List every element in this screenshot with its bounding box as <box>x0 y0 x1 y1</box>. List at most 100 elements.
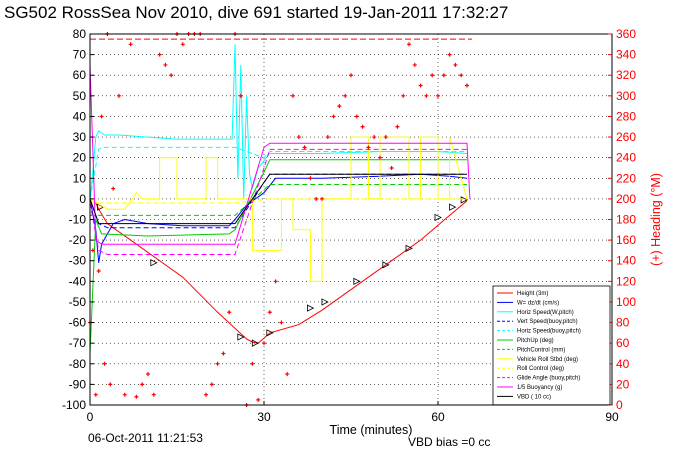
right-tick-label: 80 <box>616 316 630 330</box>
heading-point <box>111 186 116 191</box>
heading-point <box>308 176 313 181</box>
series-line <box>89 44 468 204</box>
x-tick-label: 90 <box>605 410 619 424</box>
depth-marker <box>460 196 468 204</box>
heading-point <box>412 62 417 67</box>
chart-title: SG502 RossSea Nov 2010, dive 691 started… <box>4 3 508 22</box>
heading-point <box>215 361 220 366</box>
heading-point <box>331 114 336 119</box>
heading-point <box>180 42 185 47</box>
legend-label: Horiz Speed(W,pitch) <box>517 310 574 316</box>
heading-point <box>204 392 208 397</box>
right-tick-label: 260 <box>616 130 636 144</box>
depth-marker <box>251 339 260 347</box>
heading-point <box>169 73 174 78</box>
legend-label: Vehicle Roll Stbd (deg) <box>517 357 578 363</box>
heading-point <box>117 93 121 98</box>
legend-label: PitchControl (mm) <box>517 347 565 353</box>
left-tick-label: -70 <box>69 336 87 350</box>
right-tick-label: 40 <box>616 357 630 371</box>
heading-point <box>314 196 319 201</box>
right-tick-label: 140 <box>616 254 636 268</box>
heading-point <box>395 124 400 129</box>
depth-marker <box>405 244 413 253</box>
right-axis-label: (+) Heading (°M) <box>649 173 663 266</box>
right-tick-label: 240 <box>616 151 636 165</box>
depth-marker <box>307 304 315 312</box>
heading-point <box>128 42 133 47</box>
heading-point <box>99 114 104 119</box>
right-tick-label: 280 <box>616 109 636 123</box>
heading-point <box>221 351 226 356</box>
heading-point <box>378 155 382 160</box>
left-tick-label: -50 <box>69 295 87 309</box>
series-line <box>89 148 467 255</box>
depth-marker <box>434 213 442 222</box>
heading-point <box>285 372 290 377</box>
heading-point <box>337 104 342 109</box>
right-tick-label: 160 <box>616 233 636 247</box>
plot-series <box>88 32 471 407</box>
right-tick-label: 220 <box>616 171 636 185</box>
heading-point <box>424 93 429 98</box>
axis-ticks: 80706050403020100-10-20-30-40-50-60-70-8… <box>62 27 636 424</box>
left-tick-label: 30 <box>73 130 87 144</box>
heading-point <box>430 73 435 78</box>
heading-point <box>302 145 307 150</box>
legend-label: Horiz Speed(buoy,pitch) <box>517 329 581 335</box>
heading-point <box>279 320 284 325</box>
right-tick-label: 340 <box>616 48 636 62</box>
depth-marker <box>449 203 457 211</box>
left-tick-label: -100 <box>62 398 86 412</box>
depth-marker <box>237 333 245 341</box>
heading-point <box>389 165 394 170</box>
heading-point <box>146 372 150 377</box>
heading-point <box>325 135 330 140</box>
heading-point <box>122 392 127 397</box>
depth-marker <box>353 277 361 285</box>
right-tick-label: 20 <box>616 377 630 391</box>
heading-point <box>151 392 156 397</box>
heading-point <box>360 124 365 129</box>
legend-label: W= dz/dt (cm/s) <box>517 300 559 306</box>
legend-label: Vert Speed(buoy,pitch) <box>517 319 578 325</box>
left-tick-label: 70 <box>73 48 87 62</box>
heading-point <box>102 361 107 366</box>
right-tick-label: 0 <box>616 398 623 412</box>
heading-point <box>163 62 168 67</box>
legend-label: VBD ( 10 cc) <box>517 394 551 400</box>
legend-label: Roll Control (deg) <box>517 366 564 372</box>
right-tick-label: 180 <box>616 213 636 227</box>
heading-point <box>453 62 458 67</box>
series-line <box>89 173 468 263</box>
heading-point <box>418 83 423 88</box>
left-tick-label: -20 <box>69 233 87 247</box>
series-line <box>90 198 467 204</box>
depth-marker <box>382 261 390 269</box>
heading-point <box>296 135 301 140</box>
heading-point <box>256 397 261 402</box>
heading-point <box>366 145 371 150</box>
heading-point <box>320 196 324 201</box>
heading-point <box>108 382 113 387</box>
depth-marker <box>266 329 274 337</box>
heading-point <box>90 248 95 253</box>
left-tick-label: 50 <box>73 89 87 103</box>
right-tick-label: 300 <box>616 89 636 103</box>
heading-point <box>227 310 232 315</box>
vbd-bias-footer: VBD bias =0 cc <box>408 435 490 449</box>
legend-label: PitchUp (deg) <box>517 338 554 344</box>
series-line <box>89 64 471 245</box>
left-tick-label: -10 <box>69 213 87 227</box>
right-tick-label: 100 <box>616 295 636 309</box>
heading-point <box>273 279 278 284</box>
right-tick-label: 200 <box>616 192 636 206</box>
heading-point <box>465 83 469 88</box>
heading-point <box>436 93 440 98</box>
heading-point <box>459 73 464 78</box>
left-tick-label: 60 <box>73 68 87 82</box>
left-tick-label: 20 <box>73 151 87 165</box>
right-tick-label: 60 <box>616 336 630 350</box>
series-line <box>89 173 467 225</box>
